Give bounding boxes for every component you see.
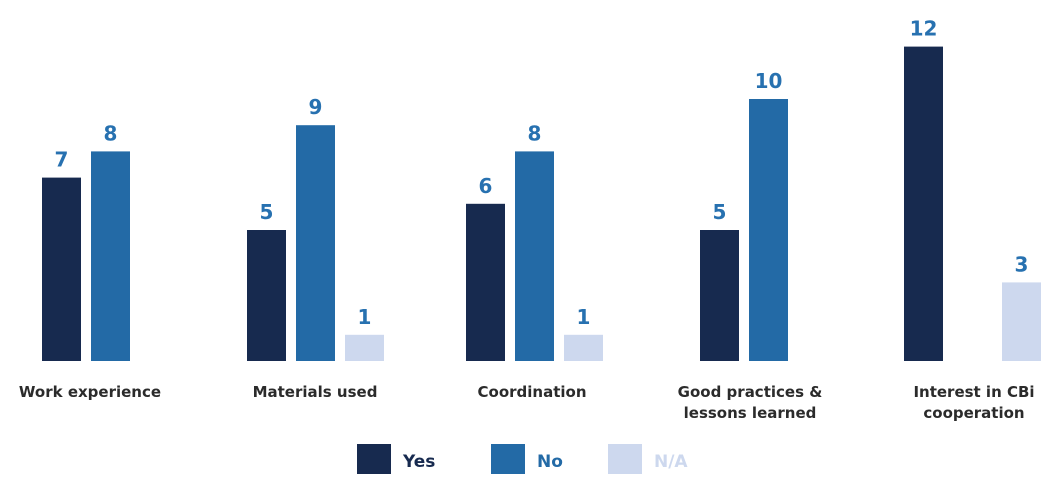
bar-na-3 <box>564 334 603 361</box>
category-label: Interest in CBi <box>913 383 1034 401</box>
category-label: lessons learned <box>684 404 817 422</box>
bar-yes-1 <box>42 177 81 361</box>
value-label: 10 <box>755 69 783 93</box>
value-label: 5 <box>260 200 274 224</box>
category-label: cooperation <box>923 404 1024 422</box>
legend-label: No <box>537 452 563 472</box>
legend-item: No <box>491 444 563 474</box>
value-label: 1 <box>358 305 372 329</box>
bar-na-2 <box>345 334 384 361</box>
category-label: Materials used <box>253 383 378 401</box>
legend-label: N/A <box>654 452 688 472</box>
bar-no-3 <box>515 151 554 361</box>
legend-item: Yes <box>357 444 435 474</box>
value-label: 6 <box>479 174 493 198</box>
value-label: 1 <box>577 305 591 329</box>
value-label: 12 <box>910 17 938 41</box>
category-label: Work experience <box>19 383 161 401</box>
legend-item: N/A <box>608 444 688 474</box>
legend-swatch <box>491 444 525 474</box>
bar-no-4 <box>749 99 788 361</box>
bar-yes-2 <box>247 230 286 361</box>
bar-na-5 <box>1002 282 1041 361</box>
value-label: 7 <box>55 148 69 172</box>
bar-yes-3 <box>466 203 505 361</box>
category-label: Good practices & <box>678 383 823 401</box>
value-label: 9 <box>309 95 323 119</box>
value-label: 8 <box>528 121 542 145</box>
legend-swatch <box>357 444 391 474</box>
category-label: Coordination <box>478 383 587 401</box>
bar-no-1 <box>91 151 130 361</box>
value-label: 3 <box>1015 252 1029 276</box>
legend-label: Yes <box>402 452 435 472</box>
bar-yes-4 <box>700 230 739 361</box>
legend-swatch <box>608 444 642 474</box>
bar-no-2 <box>296 125 335 361</box>
value-label: 8 <box>104 121 118 145</box>
value-label: 5 <box>713 200 727 224</box>
bar-yes-5 <box>904 46 943 361</box>
